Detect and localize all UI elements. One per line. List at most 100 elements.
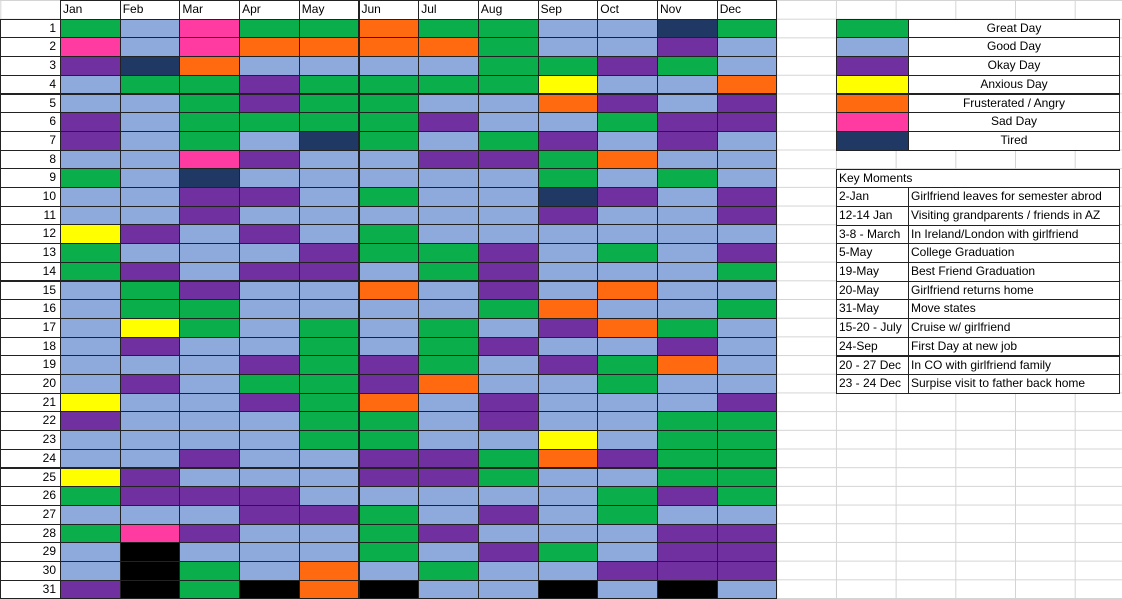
day-number: 12: [0, 224, 61, 245]
mood-cell: [60, 561, 121, 581]
legend-swatch: [836, 93, 909, 114]
mood-cell: [657, 261, 718, 282]
mood-cell: [358, 374, 420, 394]
mood-cell: [477, 18, 539, 39]
mood-cell: [239, 336, 300, 357]
mood-cell: [179, 56, 241, 76]
mood-cell: [239, 486, 300, 506]
mood-cell: [298, 243, 360, 263]
mood-cell: [60, 336, 121, 357]
mood-cell: [716, 542, 778, 562]
moment-date: 12-14 Jan: [836, 205, 909, 226]
mood-cell: [298, 336, 360, 357]
mood-cell: [239, 467, 300, 488]
mood-cell: [119, 205, 181, 226]
day-number: 1: [0, 18, 61, 39]
mood-cell: [657, 299, 718, 319]
mood-cell: [239, 149, 300, 170]
mood-cell: [298, 448, 360, 469]
mood-cell: [239, 243, 300, 263]
mood-cell: [239, 280, 300, 301]
mood-cell: [537, 542, 599, 562]
legend-swatch: [836, 130, 909, 151]
mood-cell: [716, 18, 778, 39]
mood-cell: [477, 187, 539, 207]
mood-cell: [716, 168, 778, 188]
moment-date: 15-20 - July: [836, 318, 909, 338]
day-number: 18: [0, 336, 61, 357]
mood-cell: [477, 523, 539, 544]
mood-cell: [179, 467, 241, 488]
mood-cell: [418, 411, 479, 432]
mood-cell: [239, 448, 300, 469]
mood-cell: [716, 130, 778, 151]
mood-cell: [418, 243, 479, 263]
mood-cell: [119, 486, 181, 506]
mood-cell: [239, 299, 300, 319]
mood-cell: [418, 504, 479, 525]
mood-cell: [477, 37, 539, 58]
mood-cell: [239, 411, 300, 432]
mood-cell: [60, 542, 121, 562]
mood-cell: [358, 411, 420, 432]
mood-cell: [358, 93, 420, 114]
mood-cell: [179, 299, 241, 319]
mood-cell: [298, 168, 360, 188]
day-number: 4: [0, 74, 61, 95]
mood-cell: [418, 523, 479, 544]
mood-cell: [716, 37, 778, 58]
mood-cell: [60, 93, 121, 114]
mood-cell: [60, 280, 121, 301]
day-number: 15: [0, 280, 61, 301]
mood-cell: [657, 205, 718, 226]
mood-cell: [119, 130, 181, 151]
mood-cell: [298, 299, 360, 319]
mood-cell: [418, 187, 479, 207]
mood-cell: [477, 112, 539, 132]
mood-cell: [358, 561, 420, 581]
mood-cell: [298, 579, 360, 599]
mood-cell: [477, 56, 539, 76]
mood-cell: [60, 467, 121, 488]
mood-cell: [477, 205, 539, 226]
mood-cell: [60, 430, 121, 450]
mood-cell: [477, 355, 539, 375]
mood-cell: [358, 392, 420, 413]
mood-cell: [597, 243, 658, 263]
mood-cell: [418, 542, 479, 562]
day-number: 9: [0, 168, 61, 188]
mood-cell: [358, 579, 420, 599]
mood-cell: [716, 317, 778, 338]
moment-text: Girlfriend returns home: [908, 280, 1120, 301]
mood-cell: [358, 224, 420, 245]
mood-cell: [298, 542, 360, 562]
mood-cell: [298, 261, 360, 282]
mood-cell: [537, 336, 599, 357]
mood-cell: [716, 504, 778, 525]
day-number: 10: [0, 187, 61, 207]
mood-cell: [597, 37, 658, 58]
mood-cell: [418, 261, 479, 282]
mood-cell: [716, 93, 778, 114]
month-header: Dec: [716, 0, 778, 20]
mood-cell: [358, 486, 420, 506]
mood-cell: [298, 486, 360, 506]
mood-cell: [298, 205, 360, 226]
mood-cell: [716, 112, 778, 132]
mood-cell: [597, 504, 658, 525]
day-number: 6: [0, 112, 61, 132]
mood-cell: [298, 280, 360, 301]
mood-cell: [298, 392, 360, 413]
legend-swatch: [836, 74, 909, 95]
mood-cell: [119, 187, 181, 207]
mood-cell: [537, 56, 599, 76]
mood-cell: [477, 579, 539, 599]
mood-cell: [239, 18, 300, 39]
mood-cell: [597, 448, 658, 469]
month-header: Jan: [60, 0, 121, 20]
mood-cell: [657, 56, 718, 76]
mood-cell: [298, 561, 360, 581]
mood-cell: [358, 56, 420, 76]
mood-cell: [477, 467, 539, 488]
day-number: 31: [0, 579, 61, 599]
